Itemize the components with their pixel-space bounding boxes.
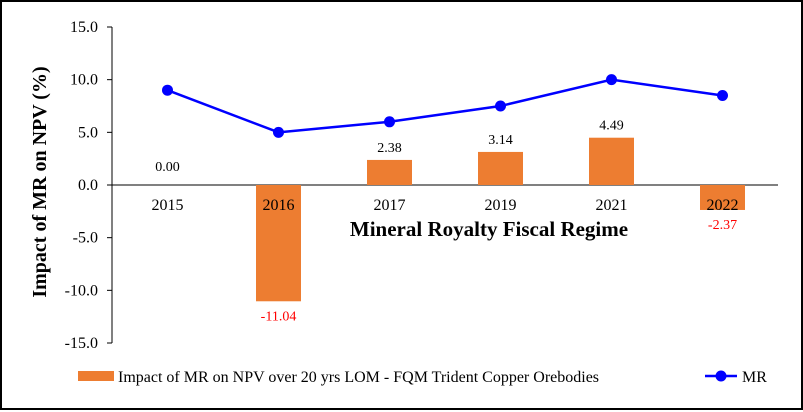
mr-point — [717, 89, 728, 101]
y-axis-title: Impact of MR on NPV (%) — [29, 66, 51, 297]
legend: Impact of MR on NPV over 20 yrs LOM - FQ… — [78, 369, 767, 386]
x-axis-title: Mineral Royalty Fiscal Regime — [350, 217, 628, 241]
x-tick-label: 2022 — [707, 197, 739, 214]
y-tick-label: -15.0 — [65, 335, 98, 352]
y-tick-label: 10.0 — [70, 72, 98, 89]
bar — [589, 137, 634, 185]
bar-data-label: -11.04 — [261, 309, 297, 324]
bar — [700, 185, 745, 210]
legend-line-marker — [715, 370, 727, 382]
y-tick-labels: 15.0 10.0 5.0 0.0 -5.0 -10.0 -15.0 — [65, 19, 112, 352]
mr-point — [384, 116, 395, 128]
y-tick-label: 15.0 — [70, 19, 98, 36]
bar-data-label: 0.00 — [155, 160, 180, 175]
mr-point — [162, 84, 173, 96]
bar-data-label: -2.37 — [708, 218, 737, 233]
y-tick-label: 0.0 — [78, 177, 98, 194]
x-tick-label: 2019 — [485, 197, 517, 214]
x-tick-label: 2017 — [374, 197, 406, 214]
bar — [367, 159, 412, 185]
bar-data-label: 4.49 — [599, 119, 624, 134]
line-series — [162, 74, 728, 138]
x-tick-label: 2021 — [596, 197, 628, 214]
y-tick-label: -10.0 — [65, 282, 98, 299]
legend-bar-label: Impact of MR on NPV over 20 yrs LOM - FQ… — [118, 369, 599, 386]
mr-point — [606, 74, 617, 86]
x-tick-label: 2016 — [263, 197, 295, 214]
bar-series — [256, 137, 745, 302]
axes — [111, 27, 778, 343]
mr-point — [495, 100, 506, 112]
bar-data-label: 2.38 — [377, 141, 402, 156]
bar — [478, 151, 523, 185]
x-tick-labels: 2015 2016 2017 2019 2021 2022 — [152, 197, 739, 214]
y-tick-label: 5.0 — [78, 124, 98, 141]
mr-line — [167, 78, 723, 134]
legend-line-label: MR — [742, 369, 767, 386]
x-tick-label: 2015 — [152, 197, 184, 214]
bar-data-label: 3.14 — [488, 133, 513, 148]
y-tick-label: -5.0 — [73, 230, 98, 247]
legend-bar-swatch — [78, 371, 114, 381]
bar — [256, 185, 301, 302]
mr-point — [273, 126, 284, 138]
data-labels: 0.00 -11.04 2.38 3.14 4.49 -2.37 — [155, 119, 737, 325]
